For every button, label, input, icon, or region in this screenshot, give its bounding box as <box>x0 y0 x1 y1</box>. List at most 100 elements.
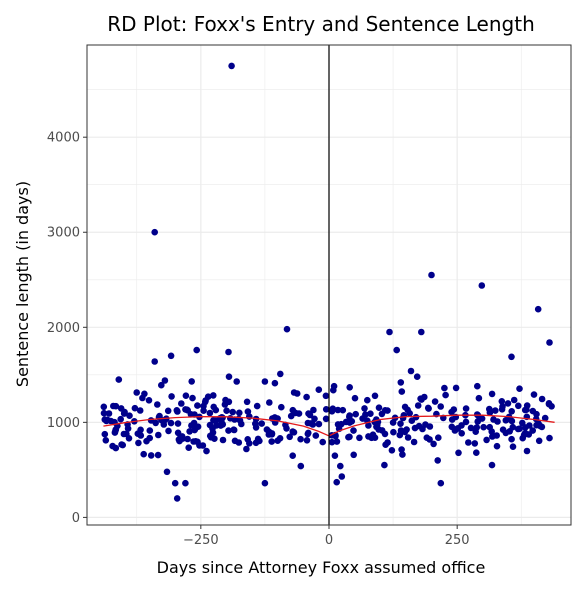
data-point <box>194 402 201 409</box>
data-point <box>312 432 320 439</box>
data-point <box>462 418 470 426</box>
data-point <box>244 436 251 443</box>
data-point <box>174 420 182 427</box>
data-point <box>365 422 372 429</box>
data-point <box>165 427 172 435</box>
data-point <box>225 398 233 406</box>
data-point <box>174 429 182 437</box>
data-point <box>147 452 155 459</box>
axis-ticks: −250 0 250 0 1000 2000 3000 4000 <box>47 131 470 548</box>
data-point <box>225 348 232 356</box>
data-point <box>277 370 284 378</box>
x-tick-label: 250 <box>445 533 470 548</box>
data-point <box>263 426 271 433</box>
data-point <box>236 409 243 417</box>
y-tick-label: 0 <box>72 511 80 526</box>
data-point <box>388 447 396 454</box>
data-point <box>465 439 472 446</box>
data-point <box>112 444 120 452</box>
data-point <box>331 452 339 460</box>
data-point <box>471 440 479 447</box>
data-point <box>393 346 401 354</box>
data-point <box>136 407 144 414</box>
y-tick-label: 1000 <box>47 416 80 431</box>
data-point <box>322 415 330 423</box>
data-point <box>407 367 415 375</box>
data-point <box>545 400 553 407</box>
data-point <box>168 393 175 400</box>
y-tick-label: 2000 <box>47 321 80 336</box>
data-point <box>310 406 317 414</box>
data-point <box>112 427 119 435</box>
data-point <box>483 436 490 444</box>
data-point <box>196 442 203 449</box>
data-point <box>441 384 448 392</box>
data-point <box>154 451 162 459</box>
data-point <box>186 428 193 435</box>
data-point <box>365 433 372 440</box>
data-point <box>489 433 496 440</box>
data-point <box>112 402 120 410</box>
data-point <box>458 430 466 437</box>
data-point <box>252 420 259 428</box>
data-point <box>218 419 225 426</box>
y-axis-label: Sentence length (in days) <box>13 181 32 387</box>
y-tick-label: 3000 <box>47 226 80 241</box>
data-point <box>535 420 542 427</box>
data-point <box>140 450 147 458</box>
data-point <box>190 419 198 427</box>
data-point <box>141 390 148 398</box>
data-point <box>193 346 200 354</box>
data-point <box>356 434 363 442</box>
y-tick-label: 4000 <box>47 131 80 146</box>
data-point <box>350 451 358 459</box>
data-point <box>151 228 158 236</box>
data-point <box>486 409 494 416</box>
data-point <box>423 434 431 442</box>
data-point <box>334 421 342 428</box>
data-point <box>102 437 110 444</box>
data-point <box>117 415 124 423</box>
data-point <box>455 449 462 457</box>
chart-title: RD Plot: Foxx's Entry and Sentence Lengt… <box>107 12 535 36</box>
data-point <box>529 407 537 415</box>
data-point <box>145 397 153 404</box>
data-point <box>143 437 150 445</box>
data-point <box>133 389 140 396</box>
data-point <box>508 353 515 361</box>
data-point <box>303 393 310 401</box>
data-point <box>535 437 543 445</box>
data-point <box>520 431 528 439</box>
data-point <box>448 416 456 423</box>
data-point <box>428 271 435 279</box>
data-point <box>430 440 437 448</box>
data-point <box>452 384 460 392</box>
data-point <box>330 382 338 390</box>
data-point <box>418 328 425 336</box>
data-point <box>473 449 480 457</box>
fit-curve-right <box>329 414 555 437</box>
data-point <box>276 435 284 442</box>
data-point <box>435 434 442 442</box>
data-point <box>397 427 405 434</box>
data-point <box>419 425 426 433</box>
data-point <box>346 433 353 441</box>
data-point <box>125 435 133 442</box>
data-point <box>261 479 269 487</box>
data-point <box>161 377 169 384</box>
data-point <box>100 403 108 411</box>
fit-curve-left <box>103 415 329 437</box>
data-point <box>339 406 347 414</box>
data-point <box>437 403 445 410</box>
data-point <box>410 438 418 446</box>
data-point <box>305 429 312 437</box>
data-point <box>185 444 192 452</box>
data-point <box>290 429 298 436</box>
data-point <box>322 406 330 413</box>
data-point <box>135 439 142 447</box>
data-point <box>329 405 337 413</box>
data-point <box>223 407 230 415</box>
data-point <box>244 408 252 415</box>
data-point <box>303 437 311 444</box>
